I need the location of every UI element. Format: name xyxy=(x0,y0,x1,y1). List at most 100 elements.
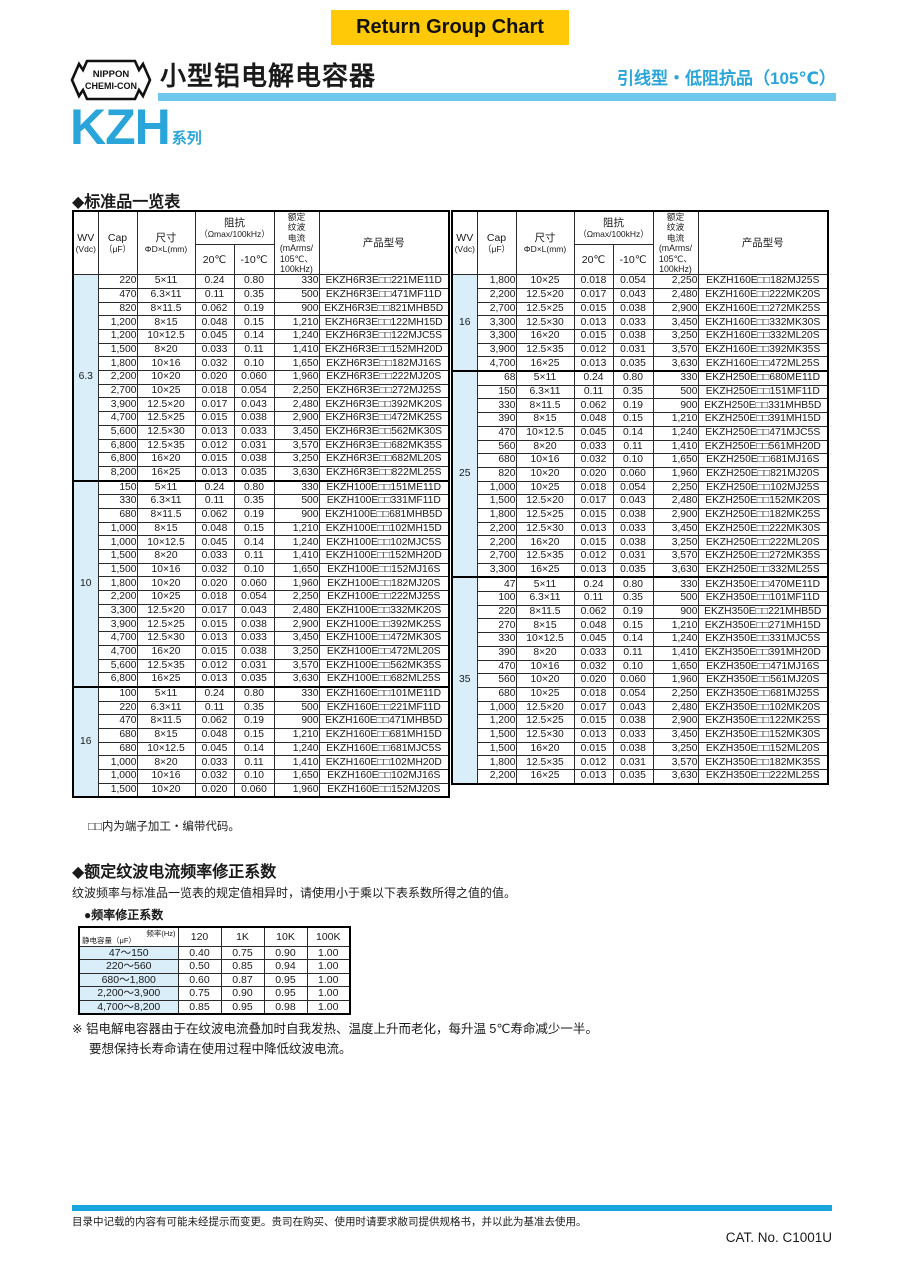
cell-cap: 220 xyxy=(476,604,517,620)
cell-z20: 0.11 xyxy=(573,591,614,606)
spec-row: 5,600 12.5×30 0.013 0.033 3,450 EKZH6R3E□□562… xyxy=(73,424,450,440)
cell-ripple: 1,410 xyxy=(652,645,699,661)
cell-part: EKZH350E□□470ME11D xyxy=(697,576,829,593)
spec-row: 820 10×20 0.020 0.060 1,960 EKZH250E□□821MJ20… xyxy=(452,466,829,482)
cell-cap: 2,700 xyxy=(97,383,138,399)
cell-ripple: 1,960 xyxy=(652,466,699,482)
cell-part: EKZH6R3E□□682MK35S xyxy=(318,438,450,454)
cell-z20: 0.048 xyxy=(194,315,235,330)
cell-size: 12.5×30 xyxy=(515,521,575,537)
cell-size: 6.3×11 xyxy=(515,591,575,606)
cell-size: 12.5×20 xyxy=(136,603,196,619)
cell-cap: 1,000 xyxy=(97,755,138,770)
cell-cap: 1,500 xyxy=(97,782,138,798)
cell-ripple: 1,960 xyxy=(273,370,320,385)
cell-z20: 0.11 xyxy=(194,700,235,716)
cell-z20: 0.020 xyxy=(573,466,614,482)
cell-ripple: 3,630 xyxy=(273,672,320,688)
cell-ripple: 2,250 xyxy=(652,480,699,496)
cell-part: EKZH6R3E□□562MK30S xyxy=(318,424,450,440)
cell-z10: 0.035 xyxy=(233,672,275,688)
freq-col-header: 120 xyxy=(177,926,222,947)
cell-size: 10×25 xyxy=(515,274,575,289)
cell-z10: 0.060 xyxy=(233,576,275,592)
cell-z10: 0.19 xyxy=(233,714,275,729)
cell-z10: 0.038 xyxy=(612,535,654,550)
wv-cell: 6.3 xyxy=(72,274,99,482)
cell-z10: 0.15 xyxy=(612,618,654,634)
cell-size: 12.5×25 xyxy=(515,507,575,523)
freq-value-cell: 1.00 xyxy=(306,999,351,1015)
cell-z20: 0.013 xyxy=(573,521,614,537)
cell-z10: 0.038 xyxy=(233,452,275,467)
cell-cap: 820 xyxy=(476,466,517,482)
cell-size: 16×25 xyxy=(136,672,196,688)
cell-size: 12.5×35 xyxy=(515,549,575,564)
spec-row: 680 10×12.5 0.045 0.14 1,240 EKZH160E□□681MJC… xyxy=(73,741,450,757)
cell-z10: 0.19 xyxy=(233,301,275,317)
cell-cap: 680 xyxy=(97,727,138,743)
cell-ripple: 1,240 xyxy=(273,741,320,757)
cell-ripple: 3,250 xyxy=(652,535,699,550)
aging-note-line1: ※ 铝电解电容器由于在纹波电流叠加时自我发热、温度上升而老化，每升温 5℃寿命减… xyxy=(72,1022,598,1036)
cell-size: 16×20 xyxy=(515,741,575,757)
cell-ripple: 3,570 xyxy=(273,658,320,674)
cell-size: 8×20 xyxy=(136,549,196,564)
cell-cap: 470 xyxy=(97,287,138,303)
cell-ripple: 1,210 xyxy=(273,315,320,330)
spec-row: 1,500 12.5×20 0.017 0.043 2,480 EKZH250E□□152… xyxy=(452,494,829,509)
cell-z20: 0.045 xyxy=(194,535,235,550)
cell-ripple: 3,250 xyxy=(273,452,320,467)
spec-row: 1,000 8×15 0.048 0.15 1,210 EKZH100E□□102MH15… xyxy=(73,521,450,537)
terminal-code-note: □□内为端子加工・编带代码。 xyxy=(88,821,240,833)
spec-row: 3,300 16×25 0.013 0.035 3,630 EKZH250E□□332ML… xyxy=(452,562,829,578)
cell-ripple: 500 xyxy=(273,287,320,303)
cell-z10: 0.043 xyxy=(612,287,654,303)
cell-ripple: 3,450 xyxy=(652,727,699,743)
cell-size: 10×20 xyxy=(515,466,575,482)
cell-part: EKZH6R3E□□472MK25S xyxy=(318,411,450,426)
cell-size: 16×20 xyxy=(136,644,196,660)
cell-z10: 0.060 xyxy=(233,370,275,385)
cell-cap: 680 xyxy=(476,686,517,702)
header-cap: Cap （μF） xyxy=(476,210,517,276)
freq-value-cell: 0.94 xyxy=(263,959,308,974)
cell-size: 10×16 xyxy=(515,453,575,468)
freq-row: 220～560 0.50 0.85 0.94 1.00 xyxy=(78,959,351,974)
cell-z10: 0.10 xyxy=(233,356,275,372)
cell-z20: 0.013 xyxy=(194,631,235,646)
cell-size: 10×16 xyxy=(136,356,196,372)
cell-cap: 390 xyxy=(476,412,517,427)
cell-z20: 0.020 xyxy=(194,576,235,592)
cell-cap: 3,300 xyxy=(476,315,517,330)
aging-note-line2: 要想保持长寿命请在使用过程中降低纹波电流。 xyxy=(89,1042,352,1056)
header-temp20: 20℃ xyxy=(194,244,235,276)
title-underline-bar xyxy=(158,93,836,101)
cell-ripple: 330 xyxy=(652,370,699,386)
logo-line2: CHEMI-CON xyxy=(85,81,137,91)
cell-z10: 0.80 xyxy=(233,685,275,702)
cell-z20: 0.045 xyxy=(194,741,235,757)
cell-part: EKZH100E□□562MK35S xyxy=(318,658,450,674)
frequency-correction-description: 纹波频率与标准品一览表的规定值相异时，请使用小于乘以下表系数所得之值的值。 xyxy=(72,886,517,900)
cell-z10: 0.031 xyxy=(612,342,654,358)
cell-part: EKZH250E□□222ML20S xyxy=(697,535,829,550)
spec-row: 2,200 12.5×20 0.017 0.043 2,480 EKZH160E□□222… xyxy=(452,287,829,303)
spec-row: 470 10×16 0.032 0.10 1,650 EKZH350E□□471MJ16S xyxy=(452,659,829,675)
cell-cap: 4,700 xyxy=(97,644,138,660)
cell-ripple: 2,900 xyxy=(652,507,699,523)
cell-z10: 0.038 xyxy=(612,507,654,523)
cell-size: 16×20 xyxy=(136,452,196,467)
cell-cap: 390 xyxy=(476,645,517,661)
cell-cap: 1,800 xyxy=(97,576,138,592)
cell-cap: 47 xyxy=(476,576,517,593)
cell-part: EKZH6R3E□□152MH20D xyxy=(318,342,450,358)
header-ripple: 额定 纹波 电流 (mArms/ 105℃、 100kHz) xyxy=(652,210,699,276)
freq-table-corner-cell: 频率(Hz) 静电容量（μF） xyxy=(78,926,179,947)
cell-z10: 0.060 xyxy=(233,782,275,798)
return-group-chart-button[interactable]: Return Group Chart xyxy=(331,10,569,45)
cell-part: EKZH350E□□391MH20D xyxy=(697,645,829,661)
cell-z20: 0.018 xyxy=(573,686,614,702)
cell-size: 16×25 xyxy=(515,356,575,372)
cell-z10: 0.19 xyxy=(612,604,654,620)
